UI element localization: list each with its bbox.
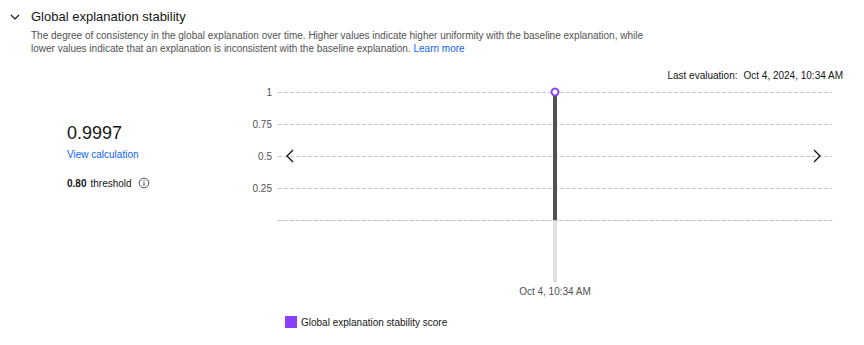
svg-text:1: 1: [266, 87, 272, 98]
html-text:Global explanation stability: Global explanation stability: [31, 9, 186, 24]
html-text:lower values indicate that an: lower values indicate that an explanatio…: [31, 43, 465, 54]
svg-text:Oct 4, 10:34 AM: Oct 4, 10:34 AM: [519, 286, 591, 297]
html-text:0.9997: 0.9997: [67, 123, 123, 143]
svg-text:Global explanation stability s: Global explanation stability score: [301, 317, 448, 328]
html-text:View calculation: View calculation: [67, 149, 139, 160]
html-text:Oct 4, 2024, 10:34 AM: Oct 4, 2024, 10:34 AM: [743, 70, 843, 81]
svg-text:0.75: 0.75: [253, 119, 273, 130]
html-text:0.80 threshold: 0.80 threshold: [67, 178, 132, 189]
svg-text:0.25: 0.25: [253, 183, 273, 194]
svg-text:0.5: 0.5: [258, 151, 272, 162]
html-text:Last evaluation:: Last evaluation:: [667, 70, 738, 81]
html-text:The degree of consistency in t: The degree of consistency in the global …: [31, 30, 643, 41]
